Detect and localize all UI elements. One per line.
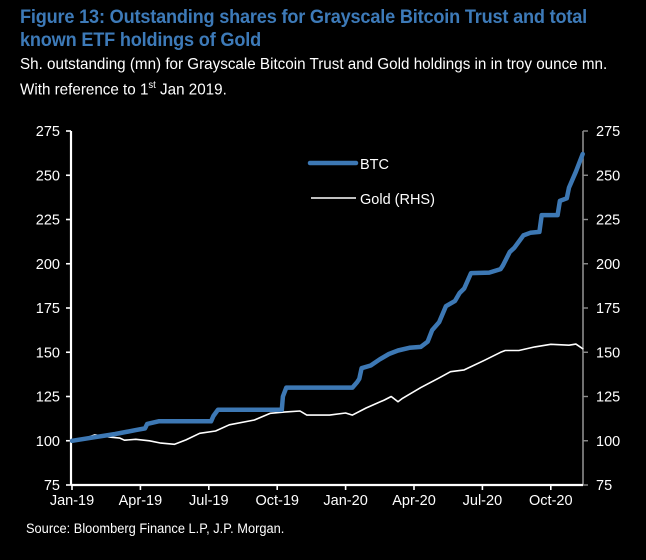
y-tick-label-right: 225: [596, 213, 620, 229]
y-tick-label-right: 200: [596, 257, 620, 273]
subtitle-text-end: Jan 2019.: [155, 81, 227, 99]
y-tick-label-left: 250: [36, 168, 60, 184]
x-tick-label: Jan-19: [50, 493, 94, 509]
chart-title: Figure 13: Outstanding shares for Graysc…: [20, 6, 587, 51]
y-tick-label-left: 100: [36, 434, 60, 450]
x-tick-label: Jan-20: [323, 493, 367, 509]
y-tick-label-left: 175: [36, 301, 60, 317]
y-tick-label-left: 200: [36, 257, 60, 273]
subtitle-superscript: st: [148, 80, 156, 91]
y-tick-label-right: 100: [596, 434, 620, 450]
x-tick-label: Jul-20: [463, 493, 503, 509]
axes: 75 100 125 150 175 200 225 250 275 75 100 125 150 175…: [36, 124, 620, 509]
legend-label-gold: Gold (RHS): [360, 192, 435, 208]
y-tick-label-left: 150: [36, 345, 60, 361]
y-tick-label-right: 250: [596, 168, 620, 184]
y-tick-label-right: 75: [596, 478, 612, 494]
x-tick-label: Apr-20: [392, 493, 436, 509]
y-tick-label-left: 125: [36, 390, 60, 406]
y-tick-label-right: 125: [596, 390, 620, 406]
series-line-gold: [71, 343, 584, 446]
x-tick-label: Apr-19: [119, 493, 163, 509]
x-tick-label: Oct-19: [255, 493, 299, 509]
chart-subtitle: Sh. outstanding (mn) for Grayscale Bitco…: [20, 54, 628, 100]
legend: BTC Gold (RHS): [307, 157, 435, 208]
y-tick-label-left: 225: [36, 213, 60, 229]
y-tick-label-right: 175: [596, 301, 620, 317]
source-note: Source: Bloomberg Finance L.P, J.P. Morg…: [26, 521, 285, 536]
series-group: [69, 151, 585, 446]
legend-label-btc: BTC: [360, 157, 389, 173]
x-tick-label: Jul-19: [189, 493, 229, 509]
y-tick-label-left: 75: [44, 478, 60, 494]
y-tick-label-right: 275: [596, 124, 620, 140]
y-tick-label-right: 150: [596, 345, 620, 361]
subtitle-text: Sh. outstanding (mn) for Grayscale Bitco…: [20, 56, 608, 99]
y-tick-label-left: 275: [36, 124, 60, 140]
series-line-btc: [69, 151, 585, 444]
x-tick-label: Oct-20: [529, 493, 573, 509]
